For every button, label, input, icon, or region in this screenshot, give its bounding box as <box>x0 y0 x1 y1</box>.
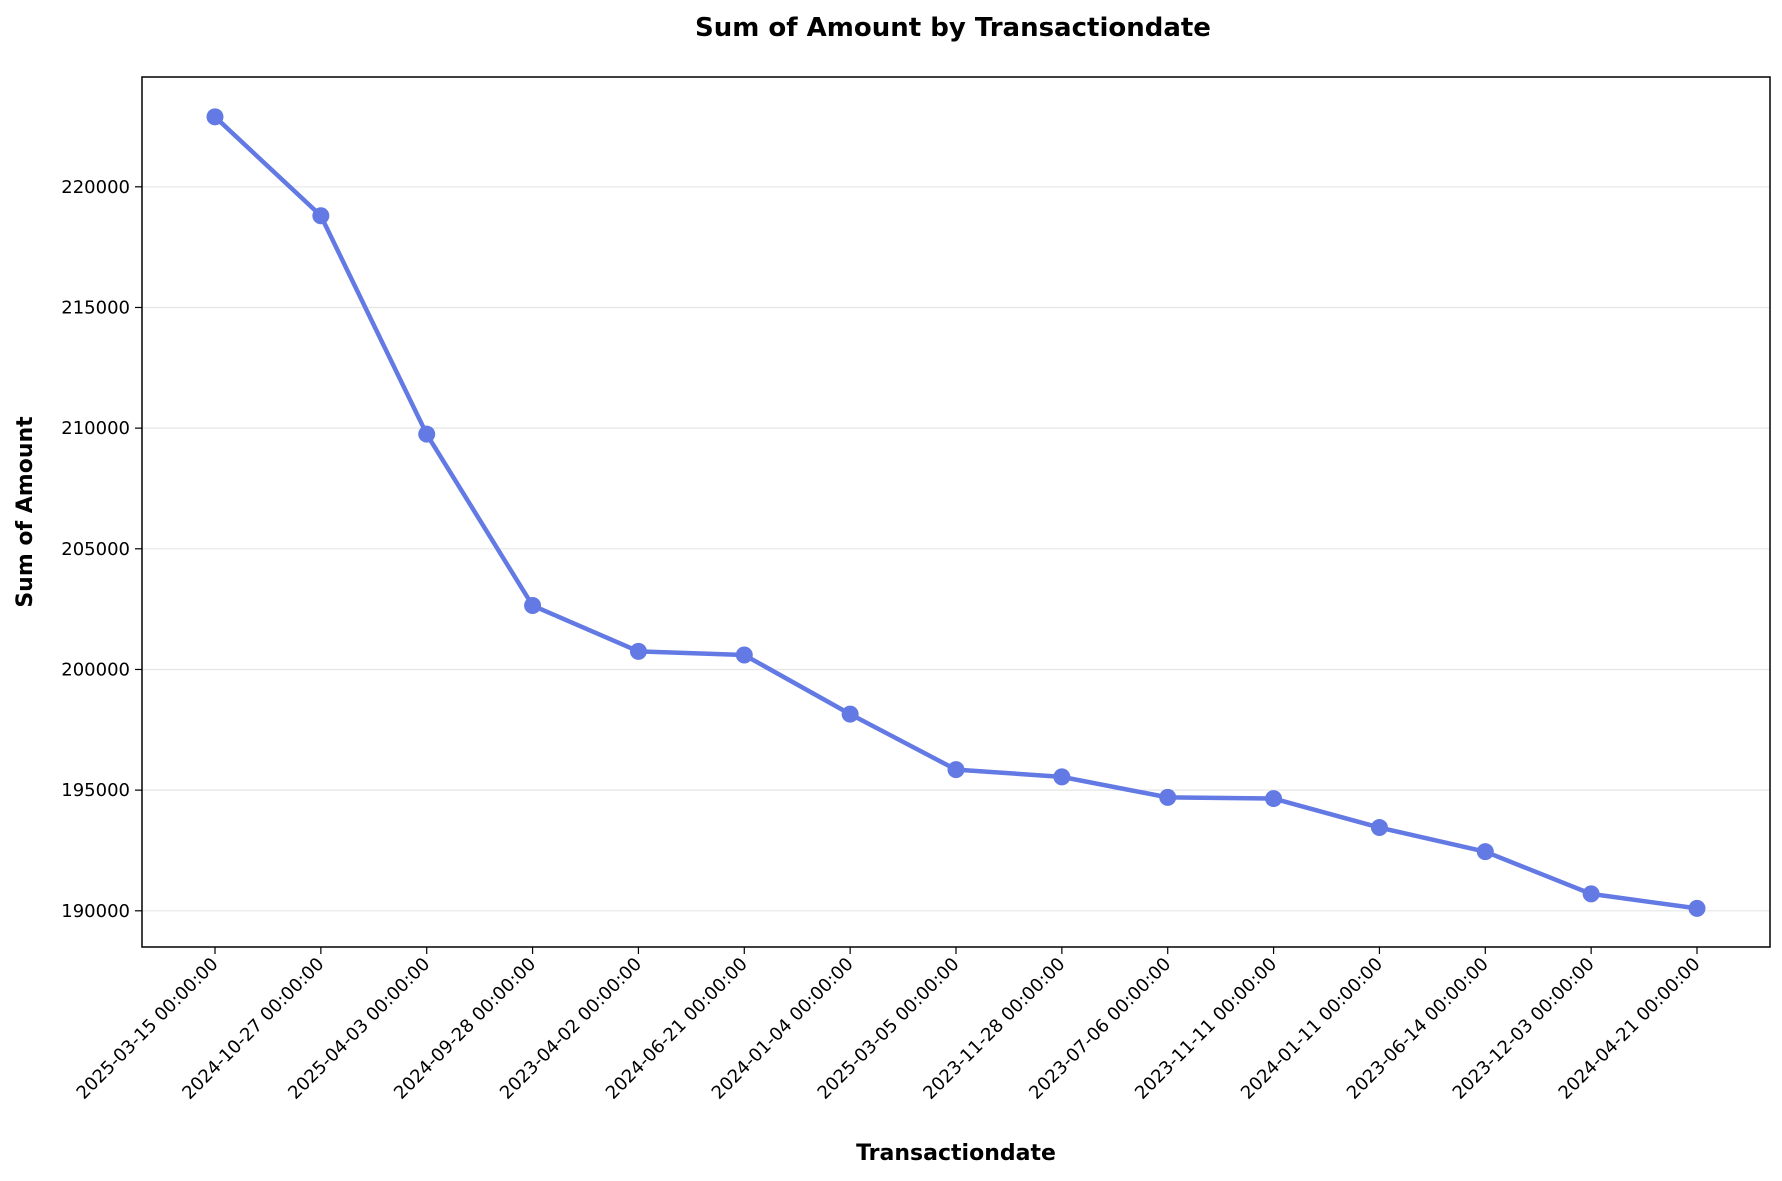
data-point <box>1688 899 1706 917</box>
y-tick-label: 190000 <box>61 901 130 922</box>
data-point <box>1053 768 1071 786</box>
plot-frame <box>141 76 1771 948</box>
grid-lines <box>142 186 1770 912</box>
data-point <box>418 425 436 443</box>
y-tick-label: 200000 <box>61 659 130 680</box>
data-point <box>206 108 224 126</box>
data-point <box>1159 788 1177 806</box>
y-tick-label: 215000 <box>61 297 130 318</box>
data-point <box>629 642 647 660</box>
x-axis-label: Transactiondate <box>856 1141 1056 1166</box>
y-tick-label: 220000 <box>61 177 130 198</box>
y-tick-label: 210000 <box>61 418 130 439</box>
series <box>206 108 1706 917</box>
y-axis-label: Sum of Amount <box>13 416 38 608</box>
y-tick-label: 205000 <box>61 539 130 560</box>
data-point <box>947 761 965 779</box>
data-point <box>1582 885 1600 903</box>
data-point <box>1265 790 1283 808</box>
y-axis: 190000 195000 200000 205000 210000 215000 2200… <box>61 177 142 922</box>
data-point <box>312 207 330 225</box>
y-tick-label: 195000 <box>61 780 130 801</box>
data-point <box>841 705 859 723</box>
data-point <box>1370 819 1388 837</box>
data-point <box>524 597 542 615</box>
data-point <box>1476 843 1494 861</box>
data-point <box>735 646 753 664</box>
chart-title: Sum of Amount by Transactiondate <box>695 13 1211 43</box>
